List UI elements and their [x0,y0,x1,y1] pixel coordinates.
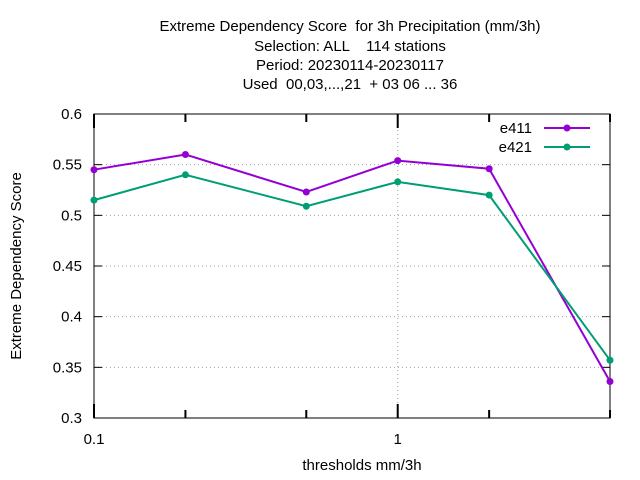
series-line-e411 [93,153,611,382]
data-point-e411 [181,151,189,159]
data-point-e421 [181,171,189,179]
y-tick-label: 0.35 [53,359,82,376]
legend-marker-e421 [563,143,571,151]
legend-label-e421: e421 [499,139,532,156]
data-point-e421 [485,191,493,199]
chart-title-line-3: Period: 20230114-20230117 [256,57,444,74]
data-point-e421 [90,196,98,204]
x-axis-label: thresholds mm/3h [302,457,421,474]
x-tick-label: 0.1 [84,431,105,448]
legend-marker-e411 [563,124,571,132]
series-line-e421 [93,173,611,361]
y-tick-label: 0.4 [61,309,82,326]
chart-title-line-4: Used 00,03,...,21 + 03 06 ... 36 [242,76,458,93]
data-point-e411 [485,165,493,173]
legend-label-e411: e411 [500,120,532,137]
data-point-e421 [302,202,310,210]
data-point-e411 [90,166,98,174]
data-point-e411 [394,157,402,165]
y-tick-label: 0.55 [53,157,82,174]
chart-title-line-1: Extreme Dependency Score for 3h Precipit… [159,18,541,35]
grid-lines [94,114,610,418]
series-group [90,151,614,386]
axis-ticks: 0.3 0.35 0.4 0.45 0.5 0.55 0.6 0.1 1 [53,106,611,448]
y-tick-label: 0.5 [61,207,82,224]
data-point-e421 [394,178,402,186]
legend: e411 e421 [499,120,590,156]
plot-frame [93,113,611,419]
data-point-e411 [302,188,310,196]
y-tick-label: 0.45 [53,258,82,275]
y-tick-label: 0.6 [61,106,82,123]
data-point-e411 [606,378,614,386]
y-axis-label: Extreme Dependency Score [8,172,25,360]
x-tick-label: 1 [394,431,402,448]
y-tick-label: 0.3 [61,410,82,427]
chart-title-line-2: Selection: ALL 114 stations [254,38,446,55]
data-point-e421 [606,356,614,364]
